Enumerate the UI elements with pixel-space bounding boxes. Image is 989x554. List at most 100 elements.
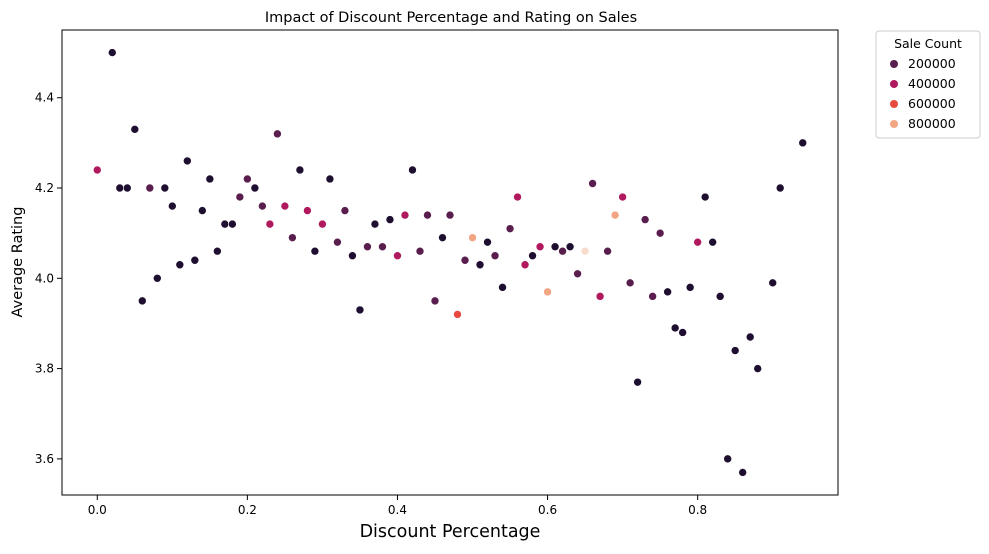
legend: Sale Count 200000 400000 600000 800000 (875, 30, 981, 139)
data-point (445, 210, 455, 220)
data-point (408, 165, 417, 175)
data-point (160, 183, 170, 193)
data-point (295, 165, 305, 175)
data-point (483, 237, 492, 247)
data-point (543, 287, 552, 297)
data-point (475, 260, 485, 270)
data-point (513, 192, 522, 202)
y-tick-label: 3.8 (35, 362, 54, 376)
data-point (122, 183, 132, 193)
data-point (685, 283, 695, 292)
data-point (348, 251, 357, 261)
data-point (670, 323, 680, 333)
data-point (490, 251, 500, 261)
data-point (625, 278, 635, 288)
data-point (153, 273, 162, 283)
data-point (138, 296, 147, 306)
data-point (243, 174, 252, 184)
x-tick-label: 0.4 (388, 503, 407, 517)
data-point (205, 174, 215, 184)
data-point (798, 138, 808, 148)
data-point (498, 283, 507, 292)
data-point (550, 242, 560, 251)
data-point (468, 233, 477, 242)
legend-label: 400000 (908, 76, 956, 91)
x-tick-label: 0.8 (688, 503, 707, 517)
data-point (280, 201, 290, 211)
data-point (618, 192, 627, 202)
data-point (213, 246, 222, 256)
data-point (318, 219, 327, 229)
x-tick-label: 0.6 (538, 503, 557, 517)
data-point (250, 183, 260, 193)
legend-title: Sale Count (894, 36, 962, 51)
legend-box (875, 30, 981, 139)
data-point (265, 219, 275, 229)
data-point (753, 364, 763, 373)
data-point (393, 251, 402, 261)
y-axis-label: Average Rating (10, 207, 26, 318)
data-point (340, 206, 350, 215)
data-point (640, 215, 650, 224)
legend-marker (890, 120, 898, 128)
data-point (107, 48, 117, 57)
points-layer (92, 48, 808, 477)
data-point (92, 165, 102, 175)
data-point (175, 260, 185, 270)
legend-entries: 200000 400000 600000 800000 (890, 56, 956, 131)
data-point (565, 242, 575, 251)
legend-marker (890, 80, 898, 88)
y-tick-label: 3.6 (35, 452, 54, 466)
data-point (775, 183, 785, 193)
data-point (573, 269, 582, 279)
data-point (738, 468, 747, 477)
data-point (460, 255, 470, 265)
data-point (115, 183, 125, 193)
data-point (423, 210, 432, 220)
data-point (363, 242, 372, 251)
data-point (130, 125, 140, 134)
data-point (700, 192, 710, 202)
data-point (303, 206, 312, 215)
data-point (520, 260, 530, 270)
data-point (580, 246, 590, 256)
data-point (168, 201, 177, 211)
data-point (768, 278, 778, 288)
data-point (333, 237, 342, 247)
data-point (535, 242, 545, 251)
data-point (588, 179, 597, 188)
data-point (325, 174, 335, 184)
y-tick-label: 4.2 (35, 181, 54, 195)
legend-label: 200000 (908, 56, 956, 71)
data-point (505, 224, 515, 233)
data-point (528, 251, 537, 261)
data-point (355, 305, 365, 315)
data-point (693, 237, 702, 247)
chart-title: Impact of Discount Percentage and Rating… (265, 10, 637, 26)
data-point (730, 346, 740, 355)
data-point (610, 210, 620, 220)
data-point (288, 233, 297, 242)
data-point (745, 332, 755, 342)
data-point (558, 246, 567, 256)
data-point (595, 292, 605, 301)
data-point (145, 183, 155, 193)
data-point (723, 454, 732, 464)
data-point (385, 215, 395, 224)
data-point (235, 192, 245, 202)
data-point (430, 296, 440, 306)
legend-marker (890, 100, 898, 108)
data-point (198, 206, 207, 215)
data-point (310, 246, 320, 256)
data-point (633, 377, 642, 387)
data-point (715, 292, 725, 301)
data-point (453, 310, 462, 319)
data-point (663, 287, 672, 297)
x-tick-label: 0.0 (88, 503, 107, 517)
data-point (220, 219, 230, 229)
data-point (415, 246, 425, 256)
data-point (678, 328, 687, 337)
legend-label: 800000 (908, 116, 956, 131)
